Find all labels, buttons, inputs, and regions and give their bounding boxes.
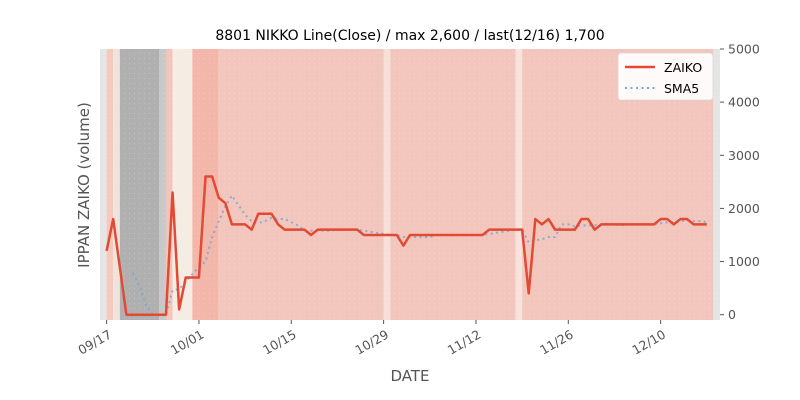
background-band-4 — [159, 49, 166, 320]
background-band-11 — [515, 49, 523, 320]
background-band-10 — [390, 49, 516, 320]
y-tick-label-5: 5000 — [728, 42, 760, 57]
y-tick-label-4: 4000 — [728, 95, 760, 110]
legend-label-sma5: SMA5 — [664, 81, 699, 96]
y-tick-label-3: 3000 — [728, 148, 760, 163]
series-line-zaiko — [105, 175, 707, 316]
background-band-8 — [218, 49, 384, 320]
background-bands — [100, 49, 720, 320]
background-band-13 — [713, 49, 720, 320]
background-band-0 — [100, 49, 107, 320]
series-lines — [105, 175, 707, 316]
legend-label-zaiko: ZAIKO — [664, 60, 702, 75]
background-band-9 — [383, 49, 391, 320]
background-band-3 — [119, 49, 160, 320]
background-band-6 — [172, 49, 193, 320]
background-band-2 — [113, 49, 120, 320]
background-band-1 — [106, 49, 114, 320]
y-axis-ticks: 0 1000 2000 3000 4000 5000 — [720, 42, 760, 322]
y-tick-label-1: 1000 — [728, 254, 760, 269]
y-tick-label-2: 2000 — [728, 201, 760, 216]
y-axis-label: IPPAN ZAIKO (volume) — [75, 102, 93, 268]
legend: ZAIKO SMA5 — [617, 52, 714, 101]
y-tick-label-0: 0 — [728, 307, 736, 322]
x-axis-label: DATE — [390, 367, 429, 385]
chart-title: 8801 NIKKO Line(Close) / max 2,600 / las… — [215, 28, 604, 44]
background-band-5 — [165, 49, 173, 320]
